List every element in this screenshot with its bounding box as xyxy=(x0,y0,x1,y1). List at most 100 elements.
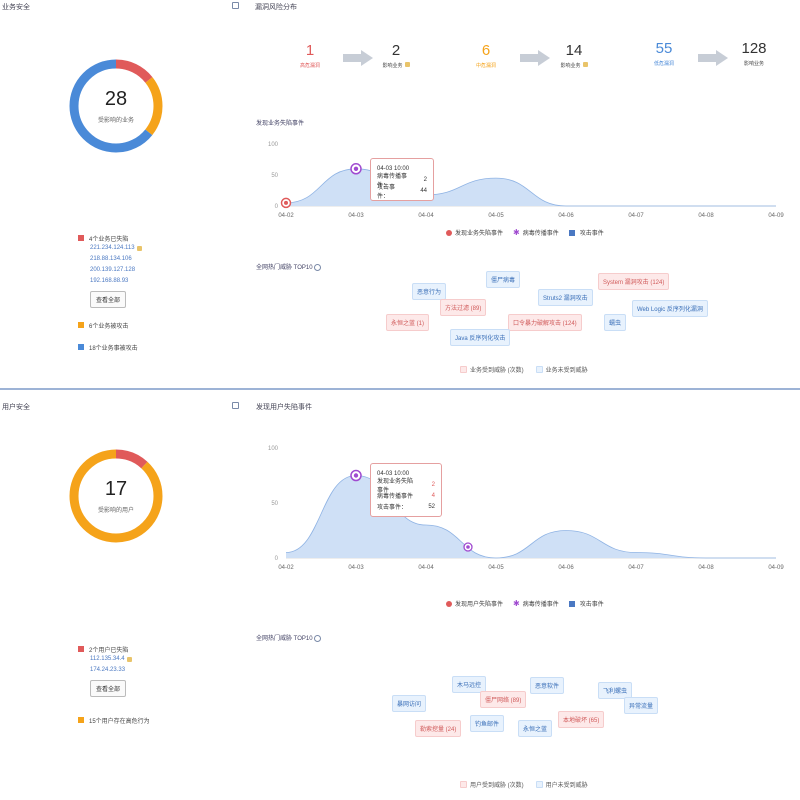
threat-tag[interactable]: 钓鱼邮件 xyxy=(470,715,505,732)
y-tick-label: 0 xyxy=(275,556,279,562)
legend-virus[interactable]: ✱ 病毒传播事件 xyxy=(513,227,559,237)
x-tick-label: 04-04 xyxy=(418,213,434,219)
threat-tag[interactable]: 恶意软件 xyxy=(530,677,565,694)
flow-mid-vuln[interactable]: 6 中危漏洞 xyxy=(468,42,504,69)
threat-tag[interactable]: 永恒之蓝 (1) xyxy=(386,314,430,331)
red-square-icon xyxy=(78,646,84,652)
legend-attack[interactable]: 攻击事件 xyxy=(568,599,604,608)
flow-label: 中危漏洞 xyxy=(475,63,496,69)
virus-marker-dot xyxy=(353,166,359,171)
x-tick-label: 04-03 xyxy=(348,565,364,571)
affected-business-count: 28 xyxy=(104,88,128,110)
blue-box-icon xyxy=(535,366,543,373)
flow-affected-1[interactable]: 2 影响业务 xyxy=(378,42,414,69)
threat-tag[interactable]: System 漏洞攻击 (124) xyxy=(598,273,670,290)
info-icon xyxy=(314,634,322,642)
threat-tag[interactable]: 异常流量 xyxy=(624,697,659,714)
blue-box-icon xyxy=(535,781,543,788)
threat-title: 全网热门威胁 TOP10 xyxy=(256,633,322,642)
threat-tag[interactable]: 暴网访问 xyxy=(392,695,427,712)
expand-icon[interactable] xyxy=(232,2,239,9)
legend-virus[interactable]: ✱ 病毒传播事件 xyxy=(513,598,559,608)
tooltip-time: 04-03 10:00 xyxy=(377,165,410,172)
star-icon: ✱ xyxy=(513,227,520,237)
business-security-title: 业务安全 xyxy=(2,4,30,11)
threat-tag[interactable]: Struts2 漏洞攻击 xyxy=(538,289,593,306)
business-area-chart: 100 50 0 04-02 04-03 04-04 04-05 04-06 04-07 04-0… xyxy=(268,142,784,219)
ip-link[interactable]: 192.168.88.93 xyxy=(90,278,129,284)
flow-high-vuln[interactable]: 1 高危漏洞 xyxy=(292,42,328,69)
x-tick-label: 04-09 xyxy=(768,565,784,571)
threat-tag[interactable]: 僵尸病毒 xyxy=(486,271,521,288)
tooltip-value: 2 xyxy=(423,176,427,183)
ip-link[interactable]: 218.88.134.106 xyxy=(90,256,132,262)
lock-icon xyxy=(136,246,142,251)
x-tick-label: 04-02 xyxy=(278,213,294,219)
user-area-chart: 100 50 0 04-02 04-03 04-04 04-05 04-06 04-07 04-0… xyxy=(268,446,784,571)
threat-tag[interactable]: 方法过滤 (89) xyxy=(440,299,487,316)
business-donut-ring xyxy=(69,59,163,153)
affected-user-count: 17 xyxy=(104,478,128,500)
fallen-label: 2个用户已失陷 xyxy=(89,647,129,654)
ip-link[interactable]: 174.24.23.33 xyxy=(90,667,126,673)
threat-tag[interactable]: 永恒之蓝 xyxy=(518,720,553,737)
ip-link[interactable]: 112.135.34.4 xyxy=(78,654,150,665)
fallen-legend-row: 4个业务已失陷 xyxy=(78,233,142,243)
virus-marker-dot xyxy=(353,473,359,478)
pin-icon xyxy=(446,600,452,607)
view-all-button[interactable]: 查看全部 xyxy=(90,680,127,697)
user-security-title: 用户安全 xyxy=(2,404,30,411)
user-legend: 2个用户已失陷 112.135.34.4 174.24.23.33 查看全部 1… xyxy=(78,644,150,725)
business-security-panel: 业务安全 漏洞风险分布 28 受影响的业务 4个业务已失陷 221.234.12… xyxy=(0,0,800,388)
threat-tag[interactable]: 木马远控 xyxy=(452,676,487,693)
risky-label: 15个用户存在高危行为 xyxy=(89,718,150,725)
tooltip-label: 攻击事件： xyxy=(377,505,408,511)
flow-number: 14 xyxy=(565,42,583,59)
y-tick-label: 100 xyxy=(268,446,279,452)
x-tick-label: 04-06 xyxy=(558,213,574,219)
threat-tag[interactable]: 僵尸网络 (89) xyxy=(480,691,527,708)
flow-label: 影响业务 xyxy=(743,61,764,67)
ip-link[interactable]: 200.139.127.128 xyxy=(90,267,136,273)
expand-icon[interactable] xyxy=(232,402,239,409)
flow-affected-3[interactable]: 128 影响业务 xyxy=(736,40,772,67)
chart-legend: 发现用户失陷事件 ✱ 病毒传播事件 攻击事件 xyxy=(446,599,614,608)
flow-affected-2[interactable]: 14 影响业务 xyxy=(556,42,592,69)
threat-tag[interactable]: 蠕虫 xyxy=(604,314,627,331)
legend-fallen[interactable]: 发现业务失陷事件 xyxy=(446,228,503,237)
user-donut-ring xyxy=(69,449,163,543)
flow-number: 55 xyxy=(655,40,673,57)
threat-tag[interactable]: 恶意行为 xyxy=(412,283,447,300)
x-tick-label: 04-02 xyxy=(278,565,294,571)
tooltip-value: 44 xyxy=(420,187,427,194)
threat-title: 全网热门威胁 TOP10 xyxy=(256,262,322,271)
red-box-icon xyxy=(460,366,467,373)
flow-low-vuln[interactable]: 55 低危漏洞 xyxy=(646,40,682,67)
lock-icon xyxy=(582,62,588,67)
x-tick-label: 04-03 xyxy=(348,213,364,219)
x-tick-label: 04-04 xyxy=(418,565,434,571)
threat-tag[interactable]: Web Logic 反序列化漏洞 xyxy=(632,300,708,317)
legend-fallen[interactable]: 发现用户失陷事件 xyxy=(446,599,503,608)
flow-number: 128 xyxy=(741,40,767,57)
business-donut: 28 受影响的业务 xyxy=(66,56,166,156)
orange-square-icon xyxy=(78,322,84,328)
tag-legend-label: 用户未受到威胁 xyxy=(545,783,588,789)
area-fill xyxy=(286,168,776,206)
ip-link[interactable]: 221.234.124.113 xyxy=(78,243,142,254)
legend-attack[interactable]: 攻击事件 xyxy=(568,228,604,237)
attacked-legend-row: 6个业务被攻击 xyxy=(78,320,142,330)
affected-user-label: 受影响的用户 xyxy=(97,508,134,514)
flow-label: 影响业务 xyxy=(556,62,592,69)
threat-tag[interactable]: 勒索挖量 (24) xyxy=(415,720,462,737)
x-tick-label: 04-05 xyxy=(488,565,504,571)
threat-tag[interactable]: 飞利螺虫 xyxy=(598,682,633,699)
user-donut: 17 受影响的用户 xyxy=(66,446,166,546)
tag-legend-label: 业务未受到威胁 xyxy=(545,368,588,374)
view-all-button[interactable]: 查看全部 xyxy=(90,291,127,308)
threat-tag[interactable]: 口令暴力破解攻击 (124) xyxy=(508,314,582,331)
threat-tag[interactable]: Java 反序列化攻击 xyxy=(450,329,511,346)
threat-tag[interactable]: 本地破坏 (65) xyxy=(558,711,605,728)
donut-segment xyxy=(69,449,163,543)
donut-segment xyxy=(69,59,163,153)
